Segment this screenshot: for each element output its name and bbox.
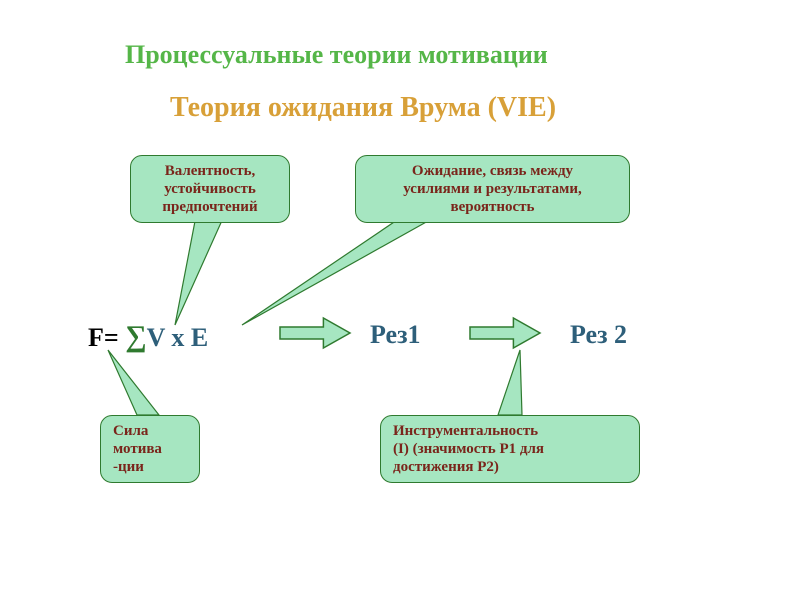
callout-instrumentality: Инструментальность (I) (значимость Р1 для… [380,415,640,483]
callout-line: Инструментальность [393,423,538,439]
callout-line: достижения Р2) [393,459,499,475]
callout-tail-instrumentality [0,0,800,600]
callout-line: (I) (значимость Р1 для [393,441,544,457]
